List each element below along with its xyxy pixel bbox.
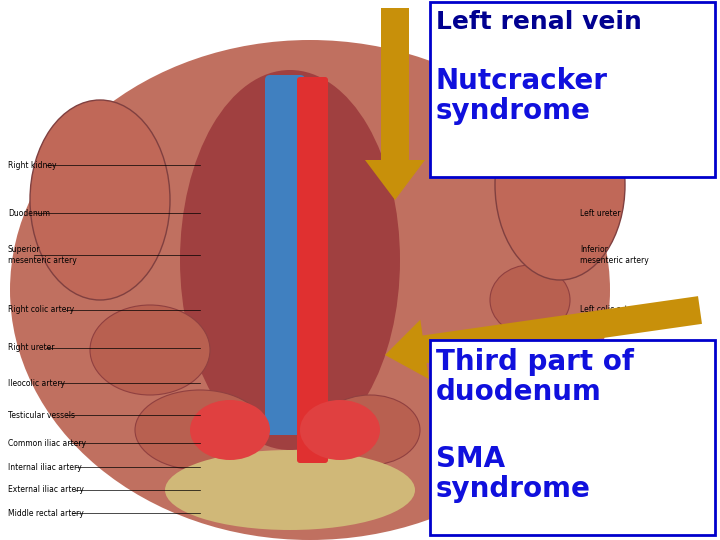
Polygon shape [385,296,702,379]
Ellipse shape [90,305,210,395]
Text: Superior rectal
artery (cut): Superior rectal artery (cut) [580,373,637,393]
Ellipse shape [135,390,265,470]
Text: Right kidney: Right kidney [8,160,56,170]
Text: Left renal vein: Left renal vein [436,10,642,34]
Ellipse shape [165,450,415,530]
Text: Left kidney: Left kidney [560,160,603,170]
Ellipse shape [180,70,400,450]
Text: Inferior
mesenteric artery: Inferior mesenteric artery [580,245,649,265]
Text: External iliac artery: External iliac artery [8,485,84,495]
FancyBboxPatch shape [297,77,328,463]
Text: Sigmoid arteries: Sigmoid arteries [580,343,643,353]
Bar [430,340,715,535]
Text: Common iliac artery: Common iliac artery [8,438,86,448]
Ellipse shape [190,400,270,460]
Text: Third part of
duodenum: Third part of duodenum [436,348,634,406]
Text: Left colic artery: Left colic artery [580,306,640,314]
Ellipse shape [30,100,170,300]
Ellipse shape [320,395,420,465]
Text: Right ureter: Right ureter [8,343,55,353]
Text: Nutcracker
syndrome: Nutcracker syndrome [436,67,608,125]
Text: Ileocolic artery: Ileocolic artery [8,379,65,388]
Text: Superior
mesenteric artery: Superior mesenteric artery [8,245,77,265]
Text: Genitofemoral nerve: Genitofemoral nerve [580,426,660,435]
Polygon shape [365,8,425,200]
Text: Middle rectal artery: Middle rectal artery [8,509,84,517]
Text: SMA
syndrome: SMA syndrome [436,445,591,503]
Text: Testicular vessels: Testicular vessels [8,410,75,420]
Text: Duodenum: Duodenum [8,208,50,218]
Text: Right colic artery: Right colic artery [8,306,74,314]
Ellipse shape [300,400,380,460]
Ellipse shape [430,335,530,425]
Text: Inferior vesical artery: Inferior vesical artery [580,462,662,471]
Text: Internal iliac artery: Internal iliac artery [8,462,82,471]
Bar [430,2,715,177]
FancyBboxPatch shape [265,75,305,435]
Ellipse shape [495,90,625,280]
Text: Left ureter: Left ureter [580,208,621,218]
Ellipse shape [10,40,610,540]
Ellipse shape [490,265,570,335]
